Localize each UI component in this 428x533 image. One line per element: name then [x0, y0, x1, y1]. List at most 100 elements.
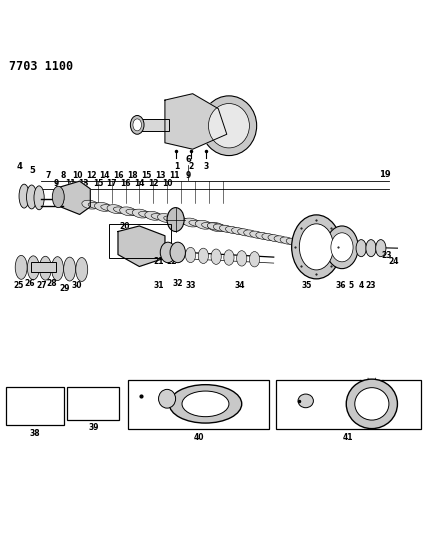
- Text: 15: 15: [141, 171, 152, 180]
- Ellipse shape: [214, 225, 231, 231]
- Bar: [6, 387, 64, 425]
- Text: 7: 7: [46, 171, 51, 180]
- Ellipse shape: [160, 242, 175, 263]
- Ellipse shape: [202, 223, 218, 229]
- Ellipse shape: [126, 209, 143, 216]
- Ellipse shape: [170, 216, 187, 225]
- Ellipse shape: [268, 235, 282, 242]
- Ellipse shape: [286, 238, 300, 245]
- Text: 23: 23: [366, 281, 376, 290]
- Ellipse shape: [262, 233, 275, 240]
- Ellipse shape: [250, 231, 263, 238]
- Text: 4: 4: [359, 281, 364, 290]
- Ellipse shape: [208, 103, 250, 148]
- Bar: [276, 379, 421, 430]
- Ellipse shape: [195, 220, 212, 229]
- Text: 2: 2: [189, 163, 194, 172]
- Text: 31: 31: [153, 281, 164, 290]
- Ellipse shape: [356, 240, 366, 257]
- Text: 28: 28: [47, 279, 57, 288]
- Ellipse shape: [51, 257, 63, 280]
- Ellipse shape: [208, 223, 225, 231]
- Ellipse shape: [139, 212, 155, 218]
- Ellipse shape: [164, 216, 181, 222]
- Text: 34: 34: [235, 281, 245, 290]
- Ellipse shape: [238, 229, 251, 236]
- Ellipse shape: [226, 227, 239, 233]
- Text: 32: 32: [172, 279, 183, 288]
- Text: 9: 9: [54, 180, 59, 189]
- Text: 18: 18: [127, 171, 138, 180]
- Ellipse shape: [213, 224, 227, 231]
- Text: 10: 10: [162, 180, 172, 189]
- Ellipse shape: [183, 218, 199, 227]
- Polygon shape: [118, 226, 165, 266]
- Ellipse shape: [169, 385, 242, 423]
- Ellipse shape: [167, 208, 184, 231]
- Text: 33: 33: [185, 281, 196, 290]
- Text: 38: 38: [30, 429, 40, 438]
- Text: 36: 36: [336, 281, 346, 290]
- Ellipse shape: [355, 387, 389, 420]
- Ellipse shape: [366, 240, 376, 257]
- Text: 25: 25: [14, 281, 24, 290]
- Ellipse shape: [298, 394, 313, 408]
- Text: 15: 15: [93, 180, 103, 189]
- Text: 11: 11: [169, 171, 180, 180]
- Text: 4: 4: [17, 161, 23, 171]
- Ellipse shape: [346, 379, 398, 429]
- Ellipse shape: [326, 226, 358, 269]
- Text: 16: 16: [120, 180, 131, 189]
- Ellipse shape: [76, 257, 88, 281]
- Ellipse shape: [201, 96, 257, 156]
- Ellipse shape: [88, 203, 105, 209]
- Text: 21: 21: [153, 257, 164, 265]
- Polygon shape: [58, 181, 90, 214]
- Text: 16: 16: [113, 171, 124, 180]
- Text: 10: 10: [72, 171, 82, 180]
- Ellipse shape: [211, 249, 221, 264]
- Bar: [137, 119, 169, 131]
- Text: 13: 13: [79, 180, 89, 189]
- Bar: [30, 262, 56, 272]
- Text: 23: 23: [381, 251, 392, 260]
- Ellipse shape: [198, 248, 208, 263]
- Ellipse shape: [244, 230, 257, 237]
- Ellipse shape: [113, 207, 130, 214]
- Text: 14: 14: [134, 180, 145, 189]
- Text: 12: 12: [86, 171, 96, 180]
- Ellipse shape: [107, 205, 124, 214]
- Ellipse shape: [133, 119, 142, 131]
- Ellipse shape: [27, 185, 37, 209]
- Text: 19: 19: [379, 170, 390, 179]
- Bar: [128, 379, 270, 430]
- Text: 40: 40: [193, 433, 204, 442]
- Text: 7703 1100: 7703 1100: [9, 60, 73, 72]
- Ellipse shape: [158, 214, 174, 222]
- Ellipse shape: [256, 232, 269, 239]
- Ellipse shape: [280, 237, 294, 244]
- Text: 20: 20: [119, 222, 130, 231]
- Ellipse shape: [145, 212, 162, 220]
- Ellipse shape: [376, 240, 386, 257]
- Ellipse shape: [207, 223, 221, 230]
- Text: 6: 6: [185, 155, 191, 164]
- Text: 12: 12: [148, 180, 159, 189]
- Ellipse shape: [331, 233, 353, 262]
- Text: 14: 14: [100, 171, 110, 180]
- Bar: [67, 387, 119, 420]
- Text: 41: 41: [343, 433, 354, 442]
- Ellipse shape: [250, 252, 260, 267]
- Ellipse shape: [19, 184, 29, 208]
- Text: 8: 8: [61, 171, 66, 180]
- Text: 13: 13: [155, 171, 166, 180]
- Ellipse shape: [176, 218, 193, 225]
- Ellipse shape: [131, 116, 144, 134]
- Ellipse shape: [52, 187, 64, 208]
- Ellipse shape: [185, 247, 196, 263]
- Ellipse shape: [220, 225, 233, 232]
- Ellipse shape: [120, 207, 137, 216]
- Ellipse shape: [27, 256, 39, 280]
- Ellipse shape: [237, 251, 247, 266]
- Text: 1: 1: [174, 163, 179, 172]
